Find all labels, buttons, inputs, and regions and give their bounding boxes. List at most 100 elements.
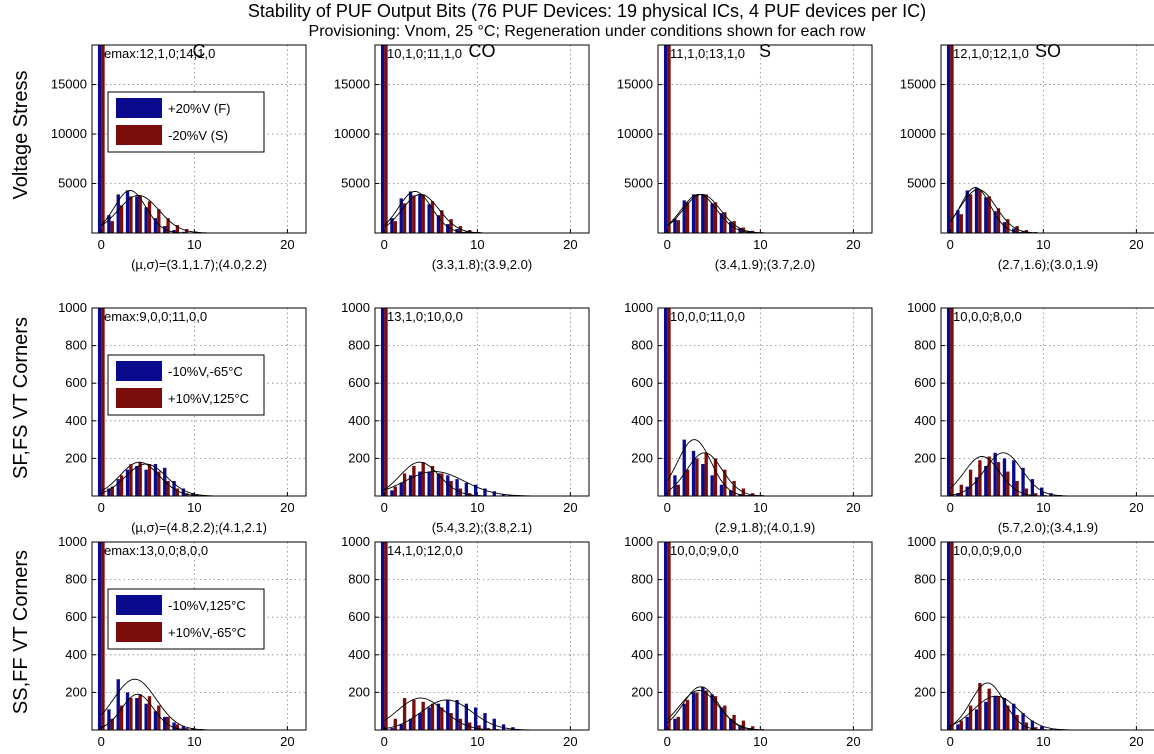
- bar-s1-x4: [418, 194, 422, 233]
- bar-s2-x2: [685, 202, 690, 233]
- fit-curve-2: [949, 189, 1100, 234]
- bar-s1-x0: [946, 308, 951, 496]
- bar-s2-x0: [384, 542, 388, 730]
- plot-frame: [940, 307, 1154, 497]
- bar-s1-x3: [691, 450, 696, 496]
- bar-s1-x6: [1002, 222, 1007, 233]
- tick-label-y: 400: [65, 413, 87, 428]
- bar-s1-x7: [1012, 460, 1016, 496]
- bar-s1-x12: [492, 718, 496, 730]
- emax-annotation: 10,0,0;9,0,0: [953, 543, 1022, 558]
- bar-s1-x4: [135, 196, 139, 233]
- tick-label-y: 200: [348, 450, 370, 465]
- bar-s2-x1: [393, 486, 397, 496]
- stats-label: (5.7,2.0);(3.4,1.9): [998, 520, 1098, 535]
- row-label-3: SS,FF VT Corners: [10, 550, 32, 714]
- tick-label-y: 200: [914, 684, 936, 699]
- bar-s2-x5: [430, 703, 435, 730]
- bar-s2-x5: [713, 696, 718, 730]
- bar-s1-x1: [390, 490, 394, 496]
- column-label-so: SO: [1035, 41, 1061, 61]
- bar-s2-x2: [119, 205, 124, 233]
- stats-label: (3.3,1.8);(3.9,2.0): [432, 257, 532, 272]
- bar-s1-x7: [446, 699, 450, 730]
- legend-entry-1: -10%V,125°C: [168, 598, 246, 613]
- bar-s2-x1: [393, 221, 397, 233]
- legend-entry-2: +10%V,125°C: [168, 391, 249, 406]
- bar-s2-x5: [996, 462, 1001, 496]
- tick-label-y: 15000: [51, 77, 87, 92]
- bar-s2-x1: [676, 484, 680, 496]
- bar-s2-x5: [713, 202, 718, 233]
- legend-entry-1: -10%V,-65°C: [168, 364, 243, 379]
- bar-s2-x4: [421, 462, 425, 496]
- plot-frame: [374, 307, 590, 497]
- tick-label-y: 1000: [624, 300, 653, 315]
- legend-swatch-2: [116, 125, 162, 145]
- fit-curve-1: [384, 699, 534, 731]
- bar-s1-x8: [1021, 713, 1025, 730]
- tick-label-x: 10: [187, 500, 201, 515]
- bar-s1-x1: [390, 728, 394, 730]
- bar-s1-x6: [1002, 698, 1007, 730]
- bar-s1-x2: [965, 716, 969, 730]
- tick-label-x: 10: [1036, 734, 1050, 749]
- bar-s1-x4: [984, 701, 988, 730]
- panel-r1c2: 0 10 20 5000 10000 15000 10,1,0;11,1,0 (3.3,1.8…: [334, 44, 590, 272]
- tick-label-x: 0: [664, 237, 671, 252]
- bar-s1-x5: [427, 471, 431, 496]
- bar-s2-x0: [384, 308, 388, 496]
- tick-label-y: 1000: [341, 300, 370, 315]
- bar-s1-x6: [153, 711, 158, 730]
- plot-frame: [374, 541, 590, 731]
- panel-r3c4: 01020200400600800100010,0,0;9,0,0(4.9,2.…: [907, 534, 1154, 749]
- tick-label-x: 20: [1129, 237, 1143, 252]
- emax-annotation: 10,0,0;11,0,0: [670, 309, 745, 324]
- bar-s2-x0: [384, 45, 388, 233]
- emax-annotation: 10,0,0;9,0,0: [670, 543, 739, 558]
- bar-s1-x7: [163, 716, 167, 730]
- bar-s1-x12: [492, 491, 496, 496]
- bar-s1-x0: [380, 542, 385, 730]
- bar-s1-x1: [673, 219, 677, 233]
- panel-r2c4: 0 10 20 200 400 600 800 1000 10,0,0;8,0,0 (5.7,2.…: [907, 300, 1154, 535]
- bar-s2-x5: [147, 464, 152, 496]
- tick-label-x: 0: [98, 237, 105, 252]
- stats-label: (3.4,1.9);(3.7,2.0): [715, 257, 815, 272]
- bar-s1-x0: [663, 542, 668, 730]
- bar-s2-x1: [110, 486, 114, 496]
- tick-label-y: 1000: [58, 300, 87, 315]
- panel-r3c2: 01020200400600800100014,1,0;12,0,0(6.7,2…: [341, 534, 590, 749]
- fit-curve-1: [949, 187, 1100, 234]
- tick-label-x: 10: [470, 734, 484, 749]
- bar-s1-x7: [1012, 228, 1016, 233]
- bar-s1-x0: [97, 308, 102, 496]
- bar-s1-x7: [446, 224, 450, 233]
- bar-s2-x4: [987, 688, 991, 730]
- bar-s2-x4: [704, 690, 708, 730]
- bar-s2-x4: [421, 194, 425, 233]
- bar-s1-x3: [974, 187, 979, 233]
- plot-frame: [91, 541, 307, 731]
- plot-frame: [940, 44, 1154, 234]
- bar-s2-x7: [166, 716, 170, 730]
- tick-label-x: 10: [187, 734, 201, 749]
- bar-s2-x7: [449, 219, 453, 233]
- tick-label-x: 20: [563, 237, 577, 252]
- bar-s2-x8: [1024, 488, 1029, 496]
- bar-s1-x6: [719, 707, 724, 730]
- tick-label-x: 0: [947, 734, 954, 749]
- panel-r3c1: 010202004006008001000emax:13,0,0;8,0,0(µ…: [58, 534, 307, 749]
- column-labels: C CO S SO: [193, 41, 1062, 61]
- row-label-1: Voltage Stress: [10, 71, 32, 200]
- tick-label-x: 20: [280, 734, 294, 749]
- tick-label-y: 10000: [51, 126, 87, 141]
- bar-s2-x2: [685, 469, 690, 496]
- bar-s1-x2: [399, 198, 403, 233]
- bar-s2-x9: [751, 726, 755, 730]
- bar-s2-x4: [138, 462, 142, 496]
- bar-s2-x6: [440, 473, 444, 496]
- bar-s2-x7: [449, 480, 453, 496]
- bar-s2-x11: [486, 728, 491, 730]
- fit-curve-1: [384, 471, 534, 497]
